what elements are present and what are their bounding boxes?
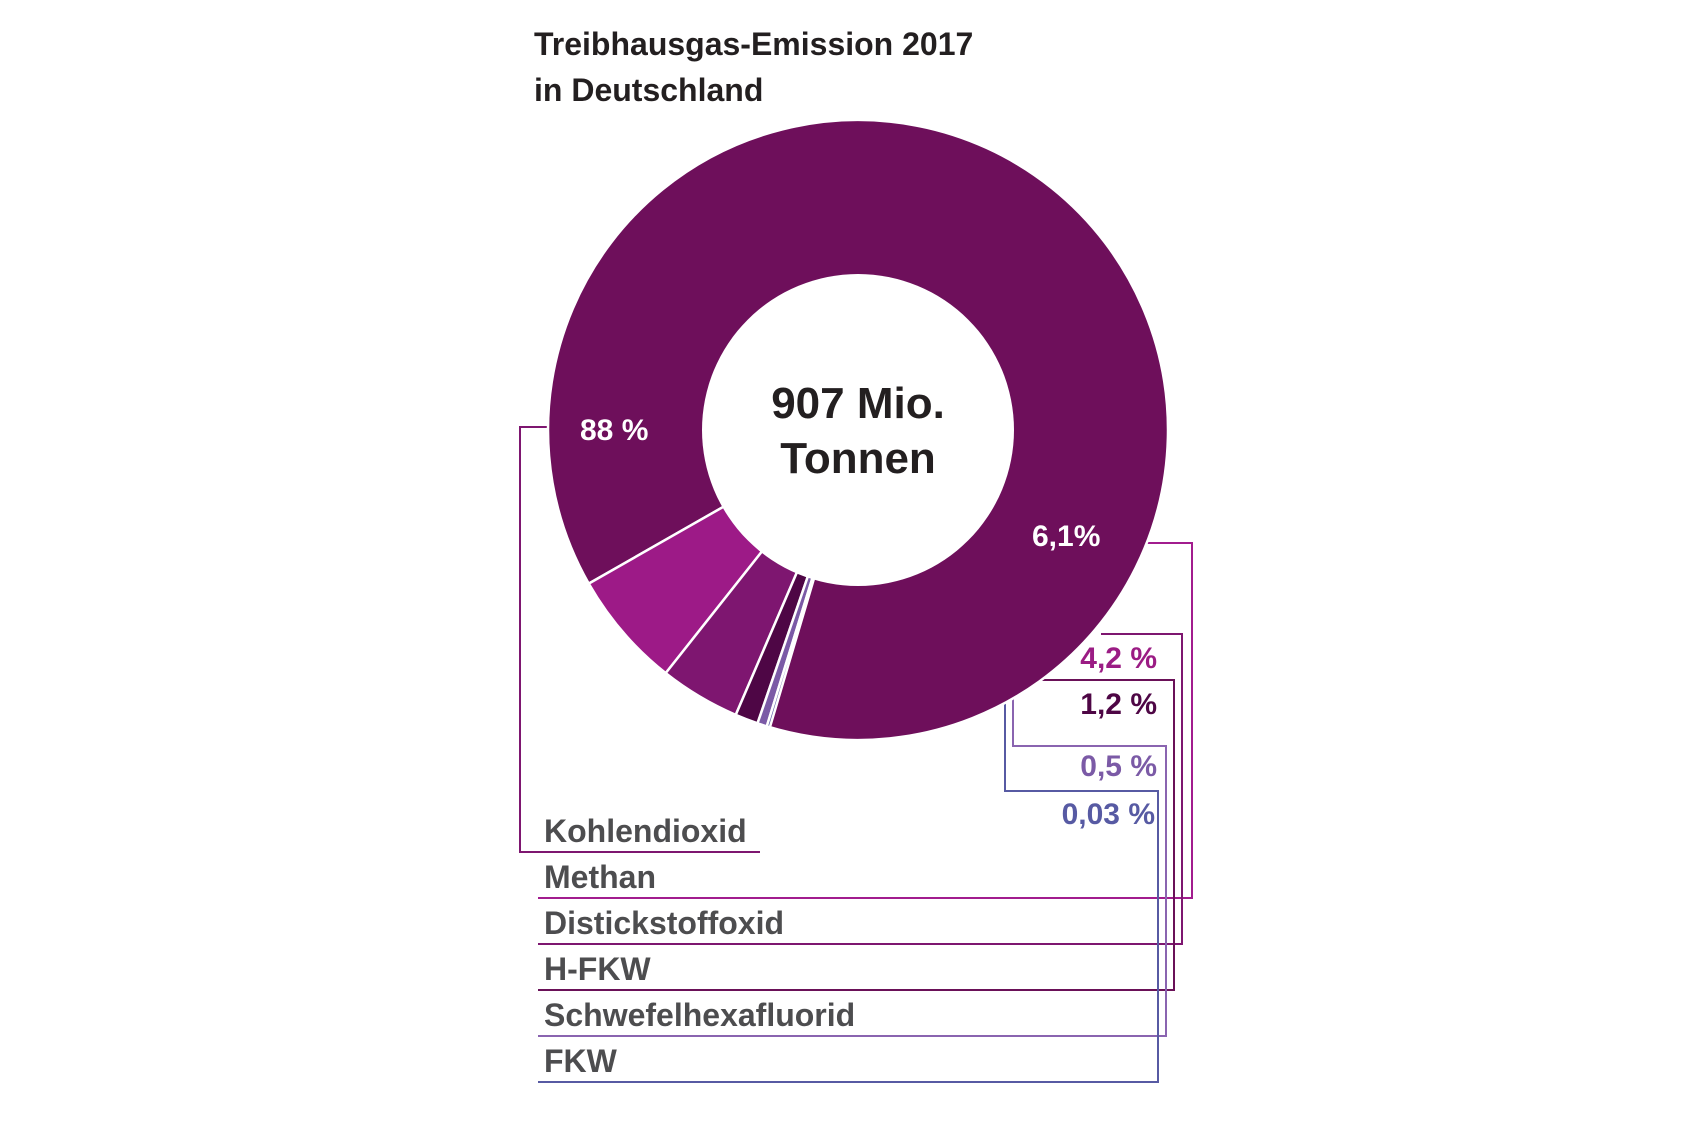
chart-title-line-2: in Deutschland (534, 72, 763, 108)
value-label-distickstoffoxid: 4,2 % (1080, 642, 1157, 675)
value-label-fkw: 0,03 % (1062, 798, 1155, 831)
legend-label-fkw: FKW (544, 1043, 618, 1079)
legend-label-schwefelhexafluorid: Schwefelhexafluorid (544, 997, 855, 1033)
connector-methan (538, 542, 1193, 899)
value-labels: 88 % 6,1% 4,2 % 1,2 % 0,5 % 0,03 % (580, 414, 1157, 831)
center-label-line-2: Tonnen (780, 434, 936, 483)
legend-label-methan: Methan (544, 859, 656, 895)
chart-title-line-1: Treibhausgas-Emission 2017 (534, 26, 973, 62)
center-label-line-1: 907 Mio. (771, 379, 945, 428)
legend-label-distickstoffoxid: Distickstoffoxid (544, 905, 784, 941)
connector-schwefelhexafluorid (538, 690, 1167, 1037)
legend-connector-lines (519, 426, 1193, 1083)
connector-fkw (538, 693, 1159, 1083)
value-label-methan: 6,1% (1032, 520, 1100, 553)
value-label-h-fkw: 1,2 % (1080, 688, 1157, 721)
legend-label-kohlendioxid: Kohlendioxid (544, 813, 747, 849)
legend: Kohlendioxid Methan Distickstoffoxid H-FKW S… (544, 813, 855, 1079)
legend-label-h-fkw: H-FKW (544, 951, 651, 987)
value-label-kohlendioxid: 88 % (580, 414, 648, 447)
connector-distickstoffoxid (538, 633, 1183, 945)
value-label-schwefelhexafluorid: 0,5 % (1080, 750, 1157, 783)
donut-hole (702, 274, 1014, 586)
connector-h-fkw (538, 679, 1175, 991)
